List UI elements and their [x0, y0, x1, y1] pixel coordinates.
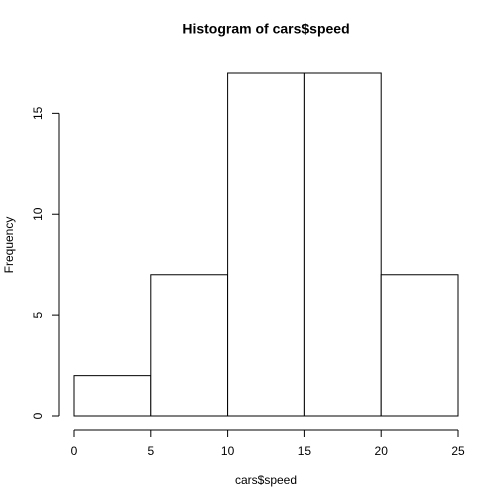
y-tick-label: 15: [31, 106, 45, 120]
y-tick-label: 0: [31, 412, 45, 419]
chart-title: Histogram of cars$speed: [182, 21, 349, 37]
x-axis-title: cars$speed: [235, 473, 297, 487]
y-tick-label: 10: [31, 207, 45, 221]
x-tick-label: 15: [298, 444, 312, 458]
bar: [380, 274, 459, 417]
x-tick-label: 10: [221, 444, 235, 458]
bar: [150, 274, 229, 417]
x-tick-label: 25: [451, 444, 465, 458]
x-tick-label: 0: [71, 444, 78, 458]
bar: [227, 72, 305, 417]
bar: [303, 72, 382, 417]
x-tick-label: 5: [147, 444, 154, 458]
bar: [73, 375, 152, 417]
x-tick-label: 20: [375, 444, 389, 458]
y-axis-title: Frequency: [2, 217, 16, 274]
y-tick-label: 5: [31, 311, 45, 318]
